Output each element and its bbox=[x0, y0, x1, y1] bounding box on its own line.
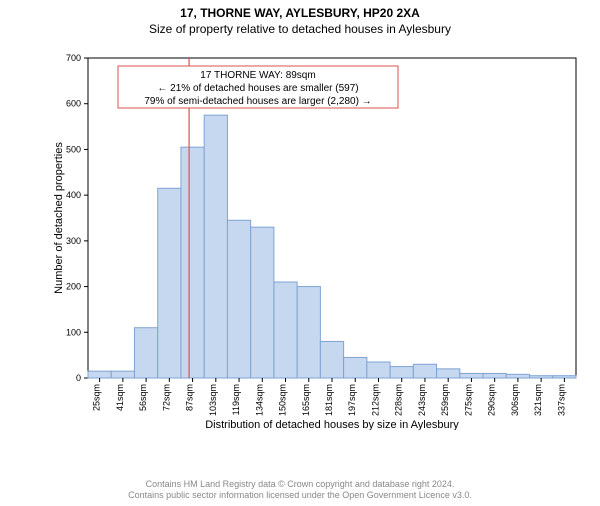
footer-text: Contains HM Land Registry data © Crown c… bbox=[0, 479, 600, 502]
bar bbox=[530, 376, 553, 378]
svg-text:103sqm: 103sqm bbox=[208, 384, 218, 416]
bar bbox=[344, 357, 367, 378]
svg-text:100: 100 bbox=[66, 327, 81, 337]
bar bbox=[367, 362, 390, 378]
svg-text:259sqm: 259sqm bbox=[440, 384, 450, 416]
bar bbox=[553, 376, 576, 378]
subtitle: Size of property relative to detached ho… bbox=[0, 22, 600, 36]
bar bbox=[204, 115, 227, 378]
bar bbox=[506, 374, 529, 378]
svg-text:337sqm: 337sqm bbox=[556, 384, 566, 416]
bar bbox=[437, 369, 460, 378]
svg-text:134sqm: 134sqm bbox=[254, 384, 264, 416]
svg-text:500: 500 bbox=[66, 144, 81, 154]
svg-text:41sqm: 41sqm bbox=[115, 384, 125, 411]
svg-text:25sqm: 25sqm bbox=[92, 384, 102, 411]
bar bbox=[158, 188, 181, 378]
svg-text:243sqm: 243sqm bbox=[417, 384, 427, 416]
svg-text:212sqm: 212sqm bbox=[370, 384, 380, 416]
footer-line1: Contains HM Land Registry data © Crown c… bbox=[0, 479, 600, 491]
svg-text:306sqm: 306sqm bbox=[510, 384, 520, 416]
page-title: 17, THORNE WAY, AYLESBURY, HP20 2XA bbox=[0, 6, 600, 20]
annotation-line: ← 21% of detached houses are smaller (59… bbox=[157, 83, 358, 94]
svg-text:600: 600 bbox=[66, 99, 81, 109]
svg-text:275sqm: 275sqm bbox=[463, 384, 473, 416]
svg-text:150sqm: 150sqm bbox=[278, 384, 288, 416]
svg-text:119sqm: 119sqm bbox=[231, 384, 241, 415]
bar bbox=[134, 328, 157, 378]
bar bbox=[460, 373, 483, 378]
svg-text:700: 700 bbox=[66, 53, 81, 63]
svg-text:165sqm: 165sqm bbox=[301, 384, 311, 416]
bar bbox=[251, 227, 274, 378]
histogram-chart: 0 100 200 300 400 500 600 700 25sqm 41sqm 56sqm 72s… bbox=[50, 50, 580, 430]
svg-text:181sqm: 181sqm bbox=[324, 384, 334, 416]
bar bbox=[111, 371, 134, 378]
svg-text:87sqm: 87sqm bbox=[185, 384, 195, 411]
svg-text:228sqm: 228sqm bbox=[394, 384, 404, 416]
bar bbox=[413, 364, 436, 378]
svg-text:290sqm: 290sqm bbox=[487, 384, 497, 416]
bar bbox=[320, 341, 343, 378]
bar bbox=[227, 220, 250, 378]
svg-text:72sqm: 72sqm bbox=[161, 384, 171, 411]
svg-text:197sqm: 197sqm bbox=[347, 384, 357, 416]
svg-text:300: 300 bbox=[66, 236, 81, 246]
svg-text:321sqm: 321sqm bbox=[533, 384, 543, 416]
x-axis-label: Distribution of detached houses by size … bbox=[205, 419, 459, 430]
svg-text:0: 0 bbox=[76, 373, 81, 383]
bar bbox=[181, 147, 204, 378]
y-axis-label: Number of detached properties bbox=[53, 142, 65, 294]
svg-text:56sqm: 56sqm bbox=[138, 384, 148, 411]
bar bbox=[297, 287, 320, 378]
bar bbox=[274, 282, 297, 378]
annotation-line: 17 THORNE WAY: 89sqm bbox=[200, 70, 315, 81]
bar bbox=[88, 371, 111, 378]
svg-text:200: 200 bbox=[66, 282, 81, 292]
bar bbox=[390, 367, 413, 378]
bar bbox=[483, 373, 506, 378]
annotation-line: 79% of semi-detached houses are larger (… bbox=[144, 96, 371, 107]
svg-text:400: 400 bbox=[66, 190, 81, 200]
footer-line2: Contains public sector information licen… bbox=[0, 490, 600, 502]
